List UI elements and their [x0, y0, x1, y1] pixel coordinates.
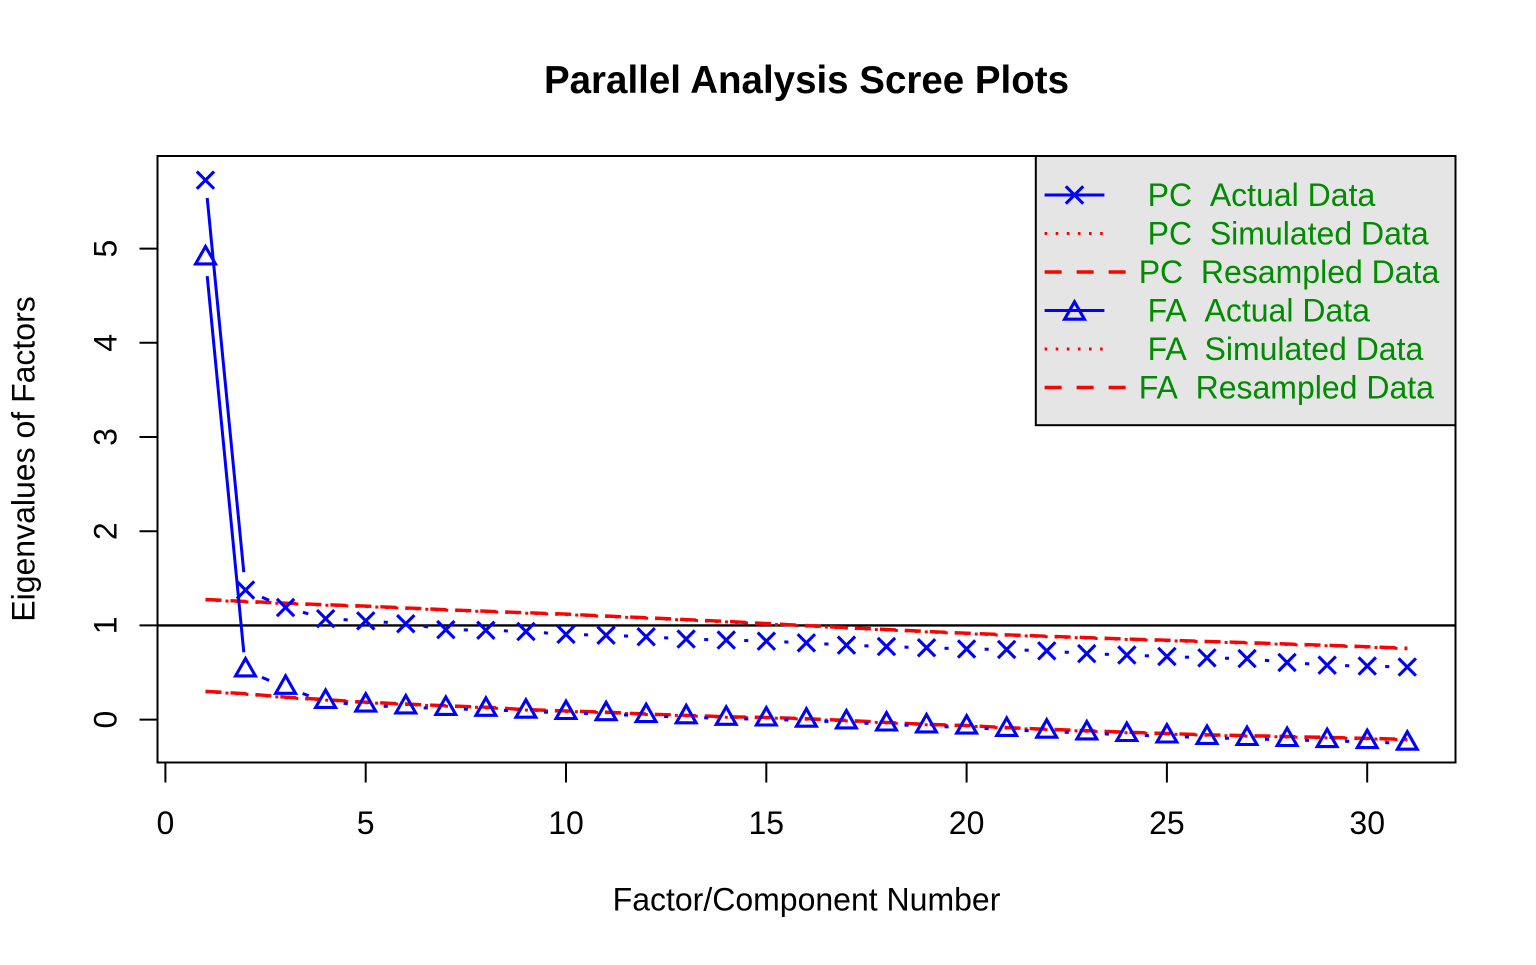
svg-text:PC Simulated Data: PC Simulated Data	[1148, 216, 1429, 252]
svg-text:1: 1	[88, 617, 124, 635]
svg-text:PC Resampled Data: PC Resampled Data	[1139, 254, 1440, 290]
svg-text:0: 0	[88, 711, 124, 729]
svg-text:Factor/Component Number: Factor/Component Number	[613, 882, 1001, 918]
svg-text:FA Resampled Data: FA Resampled Data	[1139, 370, 1434, 406]
svg-text:Eigenvalues of Factors: Eigenvalues of Factors	[6, 296, 42, 622]
svg-text:25: 25	[1149, 805, 1185, 841]
svg-text:FA Simulated Data: FA Simulated Data	[1148, 331, 1424, 367]
svg-text:PC Actual Data: PC Actual Data	[1148, 177, 1376, 213]
svg-text:0: 0	[157, 805, 175, 841]
svg-text:Parallel Analysis Scree Plots: Parallel Analysis Scree Plots	[544, 59, 1069, 102]
svg-text:5: 5	[88, 240, 124, 258]
svg-text:4: 4	[88, 334, 124, 352]
svg-text:5: 5	[357, 805, 375, 841]
svg-text:15: 15	[749, 805, 785, 841]
svg-text:30: 30	[1349, 805, 1385, 841]
svg-text:2: 2	[88, 522, 124, 540]
svg-text:3: 3	[88, 428, 124, 446]
svg-text:FA Actual Data: FA Actual Data	[1148, 293, 1371, 329]
svg-text:20: 20	[949, 805, 985, 841]
svg-text:10: 10	[548, 805, 584, 841]
